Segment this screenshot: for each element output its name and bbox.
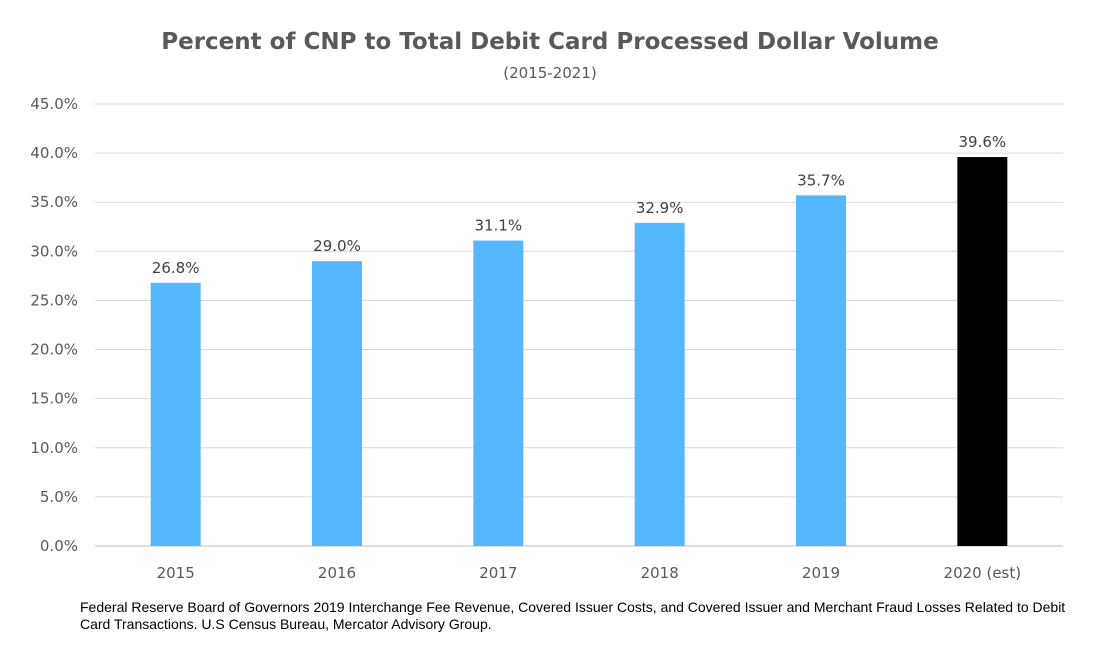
bar (150, 282, 201, 546)
y-tick-label: 20.0% (30, 341, 78, 359)
bar-chart: Percent of CNP to Total Debit Card Proce… (30, 29, 1063, 582)
y-tick-label: 15.0% (30, 390, 78, 408)
bar (957, 157, 1008, 547)
x-tick-label: 2018 (641, 564, 679, 582)
data-label: 32.9% (636, 199, 684, 217)
y-axis-ticks: 0.0% 5.0% 10.0% 15.0% 20.0% 25.0% 30.0% 35.0% 40… (30, 95, 78, 555)
chart-subtitle: (2015-2021) (503, 64, 596, 82)
bar (312, 261, 362, 546)
x-axis-ticks: 2015 2016 2017 2018 2019 2020 (est) (157, 564, 1022, 582)
bar (796, 195, 846, 546)
x-tick-label: 2016 (318, 564, 356, 582)
chart-title: Percent of CNP to Total Debit Card Proce… (161, 29, 939, 55)
data-label: 26.8% (152, 259, 200, 277)
y-tick-label: 25.0% (30, 291, 78, 309)
gridlines (95, 103, 1063, 547)
data-label: 39.6% (959, 133, 1007, 151)
data-labels: 26.8% 29.0% 31.1% 32.9% 35.7% 39.6% (152, 133, 1006, 277)
y-tick-label: 30.0% (30, 242, 78, 260)
y-tick-label: 10.0% (30, 439, 78, 457)
bars (150, 157, 1008, 547)
x-tick-label: 2017 (479, 564, 517, 582)
y-tick-label: 5.0% (40, 488, 78, 506)
source-note: Federal Reserve Board of Governors 2019 … (80, 599, 1066, 632)
data-label: 31.1% (475, 217, 523, 235)
y-tick-label: 40.0% (30, 144, 78, 162)
y-tick-label: 45.0% (30, 95, 78, 113)
y-tick-label: 0.0% (40, 537, 78, 555)
bar (634, 222, 685, 547)
x-tick-label: 2019 (802, 564, 840, 582)
y-tick-label: 35.0% (30, 193, 78, 211)
bar (473, 240, 524, 547)
data-label: 35.7% (797, 171, 845, 189)
data-label: 29.0% (313, 237, 361, 255)
x-tick-label: 2015 (157, 564, 195, 582)
x-tick-label: 2020 (est) (944, 564, 1022, 582)
